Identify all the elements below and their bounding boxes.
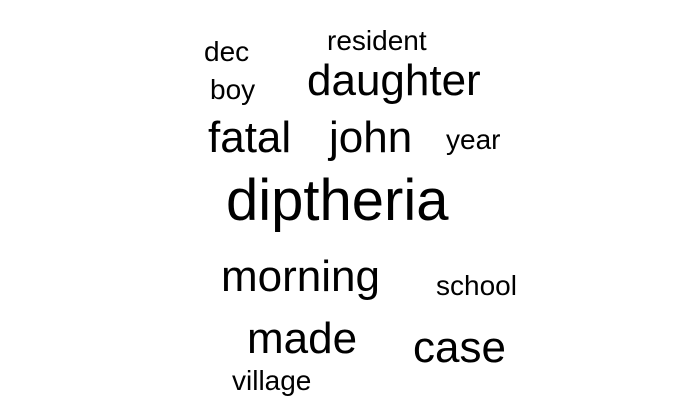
word-made: made xyxy=(247,314,358,363)
word-village: village xyxy=(232,365,312,396)
word-fatal: fatal xyxy=(208,113,292,162)
word-morning: morning xyxy=(221,252,380,301)
word-daughter: daughter xyxy=(307,56,481,105)
word-school: school xyxy=(436,270,517,301)
word-diptheria: diptheria xyxy=(226,168,449,233)
word-dec: dec xyxy=(204,36,250,67)
word-resident: resident xyxy=(327,25,427,56)
word-boy: boy xyxy=(210,74,256,105)
word-year: year xyxy=(446,124,501,155)
word-john: john xyxy=(329,113,413,162)
word-case: case xyxy=(413,323,506,372)
